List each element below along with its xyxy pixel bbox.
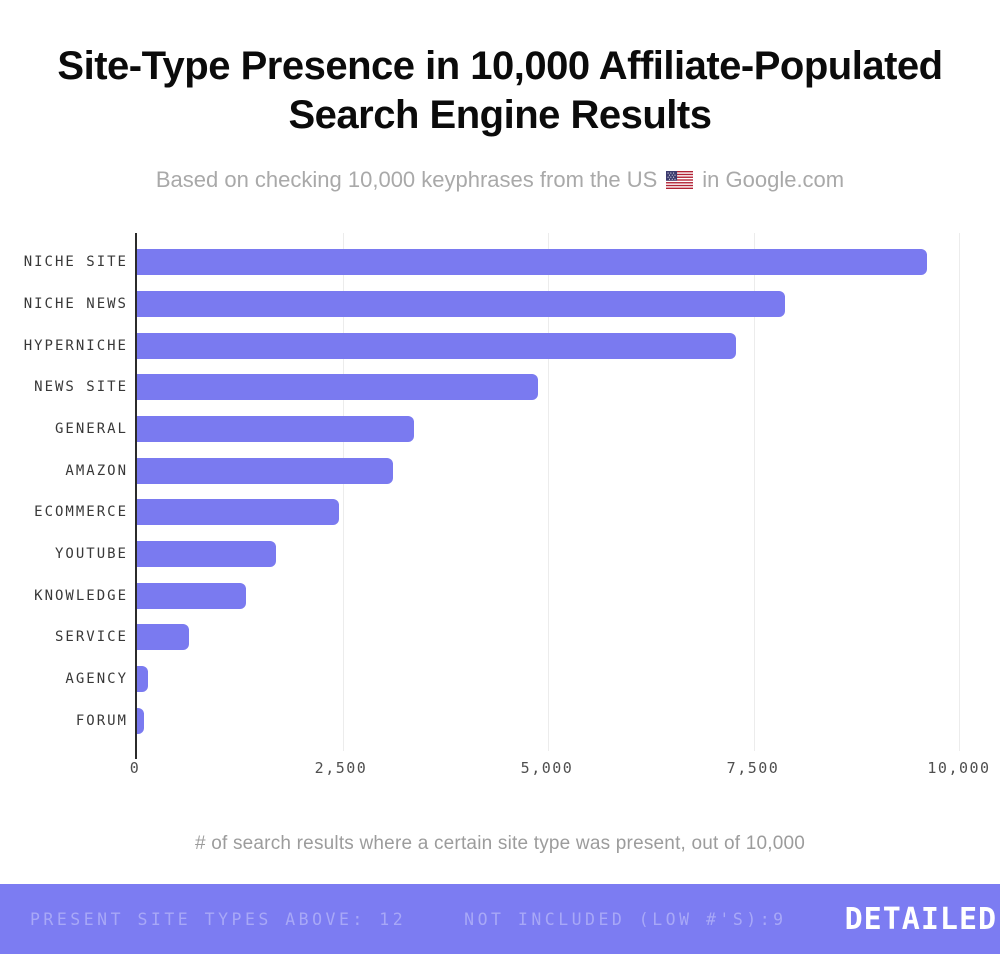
bar-row: HYPERNICHE: [24, 325, 959, 367]
bar-rows: NICHE SITE NICHE NEWS HYPERNICHE NEWS SITE G…: [24, 233, 959, 751]
not-included-stat: NOT INCLUDED (LOW #'S):9: [464, 909, 787, 929]
bar-row: NICHE SITE: [24, 242, 959, 284]
bar: [137, 332, 737, 359]
bar-row: ECOMMERCE: [34, 492, 959, 534]
chart-header: Site-Type Presence in 10,000 Affiliate-P…: [0, 0, 1000, 193]
axis-caption: # of search results where a certain site…: [194, 832, 806, 854]
category-label: SERVICE: [54, 629, 128, 646]
x-axis-tick-labels: 0 2,500 5,000 7,500 10,000: [130, 751, 989, 777]
bar-row: SERVICE: [55, 617, 959, 659]
category-label: YOUTUBE: [54, 546, 128, 563]
gridline: [753, 232, 755, 751]
x-tick-label: 0: [129, 758, 141, 777]
category-label: NEWS SITE: [34, 379, 128, 396]
bar: [137, 707, 144, 734]
footer-bar: PRESENT SITE TYPES ABOVE: 12 NOT INCLUDE…: [0, 884, 1000, 954]
bar: [137, 374, 539, 401]
us-flag-icon: [666, 170, 694, 189]
bar-row: NEWS SITE: [34, 367, 959, 409]
bar-row: KNOWLEDGE: [34, 575, 959, 617]
x-tick-label: 2,500: [314, 758, 368, 777]
plot-area: NICHE SITE NICHE NEWS HYPERNICHE NEWS SITE G…: [24, 232, 960, 759]
bar: [137, 249, 927, 276]
bar: [137, 666, 148, 693]
gridline: [959, 232, 960, 751]
gridline: [342, 232, 344, 751]
bar: [137, 457, 393, 484]
bar-row: AMAZON: [65, 450, 959, 492]
bar-row: FORUM: [76, 700, 959, 742]
bar: [137, 541, 276, 568]
bar-chart: NICHE SITE NICHE NEWS HYPERNICHE NEWS SITE G…: [0, 232, 1000, 855]
bar: [137, 582, 247, 609]
x-tick-label: 7,500: [726, 758, 780, 777]
bar-row: AGENCY: [65, 658, 959, 700]
present-site-types-stat: PRESENT SITE TYPES ABOVE: 12: [30, 909, 407, 929]
gridline: [548, 232, 549, 751]
bar: [137, 624, 189, 651]
category-label: AMAZON: [65, 462, 128, 479]
category-label: FORUM: [75, 712, 128, 729]
category-label: HYPERNICHE: [23, 337, 128, 354]
bar: [137, 291, 785, 318]
x-tick-label: 10,000: [927, 758, 991, 777]
subtitle-text-after: in Google.com: [702, 166, 845, 192]
bar: [137, 499, 340, 526]
category-label: ECOMMERCE: [34, 504, 128, 521]
category-label: GENERAL: [54, 421, 128, 438]
gridlines: [137, 232, 960, 751]
category-label: AGENCY: [65, 671, 128, 688]
bar-row: YOUTUBE: [55, 533, 959, 575]
bar-row: NICHE NEWS: [24, 283, 959, 325]
category-label: NICHE NEWS: [23, 296, 128, 313]
detailed-logo: DETAILED: [844, 901, 998, 937]
category-label: KNOWLEDGE: [34, 587, 128, 604]
bar-row: GENERAL: [55, 408, 959, 450]
subtitle-text-before: Based on checking 10,000 keyphrases from…: [155, 166, 658, 192]
category-label: NICHE SITE: [23, 254, 128, 271]
x-tick-label: 5,000: [520, 758, 574, 777]
chart-title: Site-Type Presence in 10,000 Affiliate-P…: [57, 44, 943, 137]
bar: [137, 416, 414, 443]
chart-subtitle: Based on checking 10,000 keyphrases from…: [0, 167, 1000, 193]
x-axis-zero-tick: [135, 750, 137, 759]
